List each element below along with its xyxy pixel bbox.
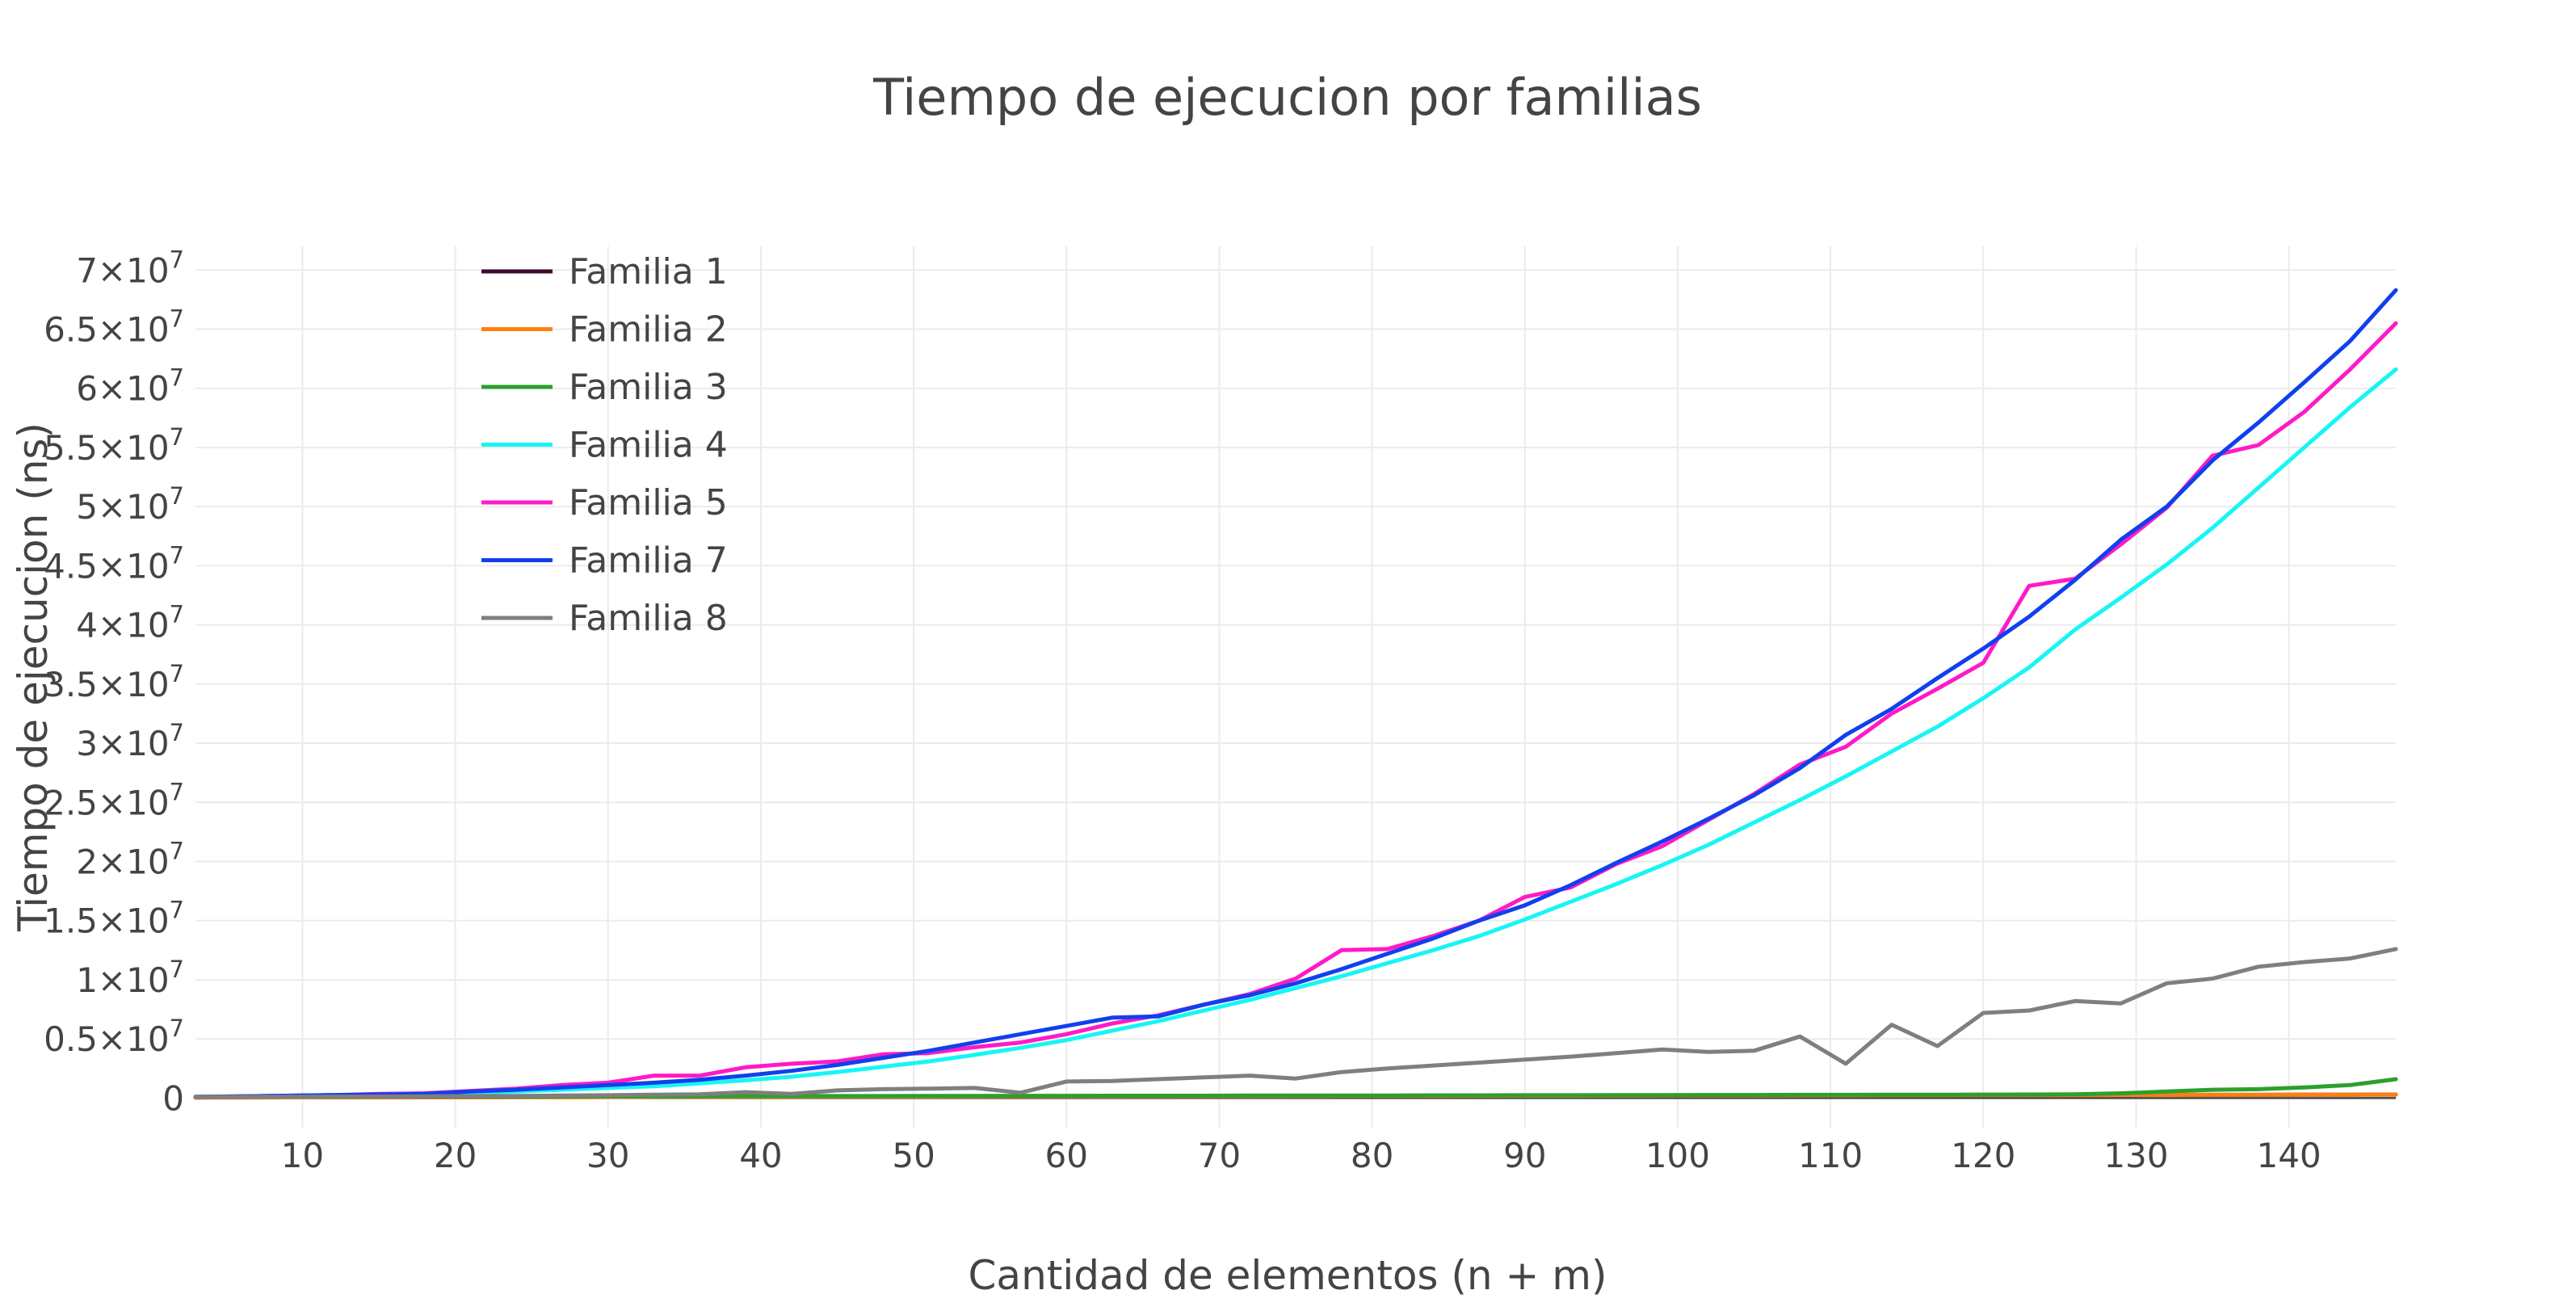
- legend-label: Familia 7: [569, 540, 728, 582]
- x-tick-label: 80: [1351, 1136, 1393, 1175]
- y-tick-label: 6.5×107: [44, 305, 184, 350]
- y-tick-mantissa: 6×10: [76, 369, 169, 409]
- series-line-familia-8: [193, 947, 2398, 1099]
- y-tick-mantissa: 2×10: [76, 842, 169, 882]
- x-tick-label: 90: [1503, 1136, 1546, 1175]
- x-tick-label: 100: [1645, 1136, 1710, 1175]
- y-tick-exponent: 7: [170, 601, 184, 628]
- series-line-familia-5: [193, 321, 2398, 1099]
- x-tick-label: 70: [1198, 1136, 1241, 1175]
- y-tick-exponent: 7: [170, 305, 184, 333]
- y-tick-exponent: 7: [170, 482, 184, 510]
- series-line-familia-4: [193, 367, 2398, 1099]
- legend-item[interactable]: Familia 2: [481, 309, 728, 351]
- y-axis-title: Tiempo de ejecucion (ns): [10, 422, 57, 932]
- y-tick-mantissa: 6.5×10: [44, 310, 169, 350]
- y-tick-label: 1.5×107: [44, 897, 184, 941]
- legend-label: Familia 5: [569, 482, 728, 523]
- x-axis-title: Cantidad de elementos (n + m): [969, 1252, 1607, 1299]
- x-tick-label: 130: [2103, 1136, 2168, 1175]
- y-tick-exponent: 7: [170, 897, 184, 924]
- legend-item[interactable]: Familia 8: [481, 598, 728, 639]
- y-tick-exponent: 7: [170, 838, 184, 865]
- legend-item[interactable]: Familia 3: [481, 367, 728, 408]
- y-tick-mantissa: 5.5×10: [44, 428, 169, 468]
- y-tick-mantissa: 4×10: [76, 606, 169, 645]
- y-tick-labels: 00.5×1071×1071.5×1072×1072.5×1073×1073.5…: [44, 246, 184, 1118]
- legend-item[interactable]: Familia 4: [481, 425, 728, 466]
- x-tick-label: 50: [892, 1136, 935, 1175]
- y-tick-mantissa: 3×10: [76, 724, 169, 763]
- y-tick-label: 7×107: [76, 246, 184, 290]
- x-tick-label: 120: [1951, 1136, 2015, 1175]
- y-tick-label: 2×107: [76, 838, 184, 882]
- series-lines: [193, 288, 2398, 1100]
- y-tick-mantissa: 4.5×10: [44, 546, 169, 586]
- x-tick-label: 20: [434, 1136, 477, 1175]
- y-tick-label: 5.5×107: [44, 423, 184, 468]
- y-tick-label: 6×107: [76, 364, 184, 409]
- legend-label: Familia 8: [569, 598, 728, 639]
- y-tick-mantissa: 7×10: [76, 250, 169, 290]
- y-tick-exponent: 7: [170, 541, 184, 569]
- y-tick-exponent: 7: [170, 246, 184, 273]
- y-tick-mantissa: 1×10: [76, 960, 169, 1000]
- legend-label: Familia 1: [569, 251, 728, 292]
- x-tick-label: 110: [1798, 1136, 1863, 1175]
- x-tick-label: 40: [739, 1136, 782, 1175]
- y-tick-mantissa: 3.5×10: [44, 665, 169, 704]
- y-tick-mantissa: 0.5×10: [44, 1019, 169, 1059]
- series-line-familia-7: [193, 288, 2398, 1099]
- y-tick-mantissa: 5×10: [76, 487, 169, 527]
- legend-item[interactable]: Familia 5: [481, 482, 728, 523]
- chart-title: Tiempo de ejecucion por familias: [872, 68, 1702, 127]
- y-tick-exponent: 7: [170, 778, 184, 805]
- x-tick-label: 30: [586, 1136, 629, 1175]
- legend-item[interactable]: Familia 7: [481, 540, 728, 582]
- legend-label: Familia 4: [569, 425, 728, 466]
- y-tick-exponent: 7: [170, 660, 184, 687]
- y-tick-label: 2.5×107: [44, 778, 184, 822]
- y-tick-exponent: 7: [170, 956, 184, 983]
- y-tick-label: 3×107: [76, 719, 184, 763]
- y-tick-label: 0.5×107: [44, 1015, 184, 1059]
- x-tick-labels: 10 20 30 40 50 60 70 80 90 100 110 120 130 140: [281, 1136, 2322, 1175]
- y-tick-label: 5×107: [76, 482, 184, 527]
- y-tick-label: 3.5×107: [44, 660, 184, 704]
- legend-label: Familia 2: [569, 309, 728, 351]
- legend: Familia 1 Familia 2 Familia 3 Familia 4 Fami…: [481, 251, 728, 639]
- y-tick-exponent: 7: [170, 1015, 184, 1042]
- legend-item[interactable]: Familia 1: [481, 251, 728, 292]
- y-tick-exponent: 7: [170, 364, 184, 392]
- y-tick-mantissa: 0: [162, 1078, 184, 1118]
- x-tick-label: 60: [1045, 1136, 1088, 1175]
- y-tick-exponent: 7: [170, 719, 184, 746]
- y-tick-label: 4.5×107: [44, 541, 184, 586]
- y-tick-exponent: 7: [170, 423, 184, 451]
- y-tick-mantissa: 1.5×10: [44, 901, 169, 941]
- y-tick-label: 0: [162, 1078, 184, 1118]
- x-tick-label: 10: [281, 1136, 324, 1175]
- legend-label: Familia 3: [569, 367, 728, 408]
- y-tick-label: 4×107: [76, 601, 184, 645]
- x-gridlines: [301, 246, 2290, 1128]
- y-tick-mantissa: 2.5×10: [44, 783, 169, 822]
- x-tick-label: 140: [2256, 1136, 2321, 1175]
- y-tick-label: 1×107: [76, 956, 184, 1000]
